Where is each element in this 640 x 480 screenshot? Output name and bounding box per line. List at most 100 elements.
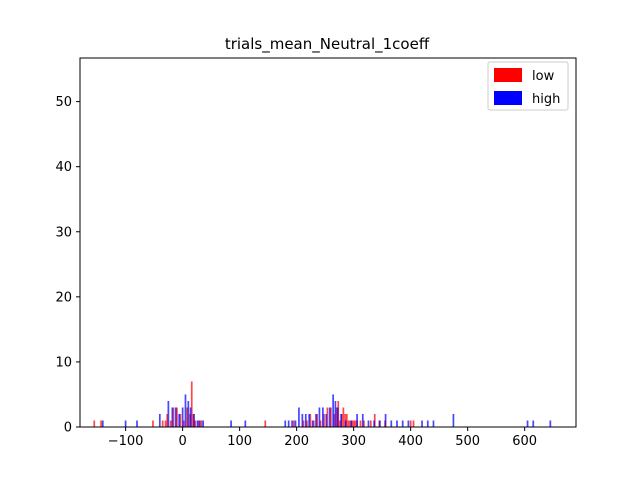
bar-high-13 (196, 420, 199, 427)
y-tick-label-4: 40 (55, 160, 72, 175)
legend-label-high: high (532, 92, 560, 107)
bar-high-19 (287, 420, 290, 427)
bar-high-9 (184, 394, 187, 427)
bar-low-38 (349, 420, 352, 427)
bar-high-16 (230, 420, 232, 427)
bar-low-11 (186, 407, 189, 427)
bar-high-48 (421, 420, 423, 427)
bar-high-14 (198, 420, 201, 427)
bar-low-28 (330, 407, 332, 427)
x-tick-label-2: 100 (227, 434, 252, 449)
y-tick-label-5: 50 (55, 95, 72, 110)
bar-high-46 (401, 420, 404, 427)
bar-low-3 (161, 420, 164, 427)
bar-high-21 (294, 420, 297, 427)
bar-high-25 (308, 413, 311, 427)
bar-low-13 (190, 381, 193, 427)
axes-layer: −100 0 100 200 300 400 500 600 0 10 20 30 40 50 (55, 57, 577, 449)
bar-high-38 (356, 413, 358, 427)
bar-low-40 (352, 420, 355, 427)
bar-low-21 (306, 420, 308, 427)
bar-low-41 (354, 420, 357, 427)
bar-high-51 (452, 413, 455, 427)
bar-low-0 (93, 420, 96, 427)
bar-high-44 (390, 420, 393, 427)
bar-high-0 (101, 420, 104, 427)
bar-high-45 (396, 420, 398, 427)
bar-high-12 (193, 413, 195, 427)
bar-high-11 (189, 407, 192, 427)
bar-high-52 (526, 420, 529, 427)
bar-low-26 (323, 413, 325, 427)
bar-low-4 (164, 420, 167, 427)
bar-low-45 (369, 420, 372, 427)
bar-low-20 (302, 420, 305, 427)
bar-low-23 (312, 420, 315, 427)
bar-high-28 (318, 407, 321, 427)
bar-high-18 (284, 420, 287, 427)
bar-high-24 (304, 413, 307, 427)
y-tick-label-1: 10 (55, 355, 72, 370)
bar-low-37 (347, 420, 350, 427)
bar-high-54 (549, 420, 552, 427)
bar-low-30 (335, 407, 338, 427)
bar-low-2 (152, 420, 154, 427)
bar-high-1 (124, 420, 127, 427)
bar-high-7 (178, 413, 181, 427)
bar-high-10 (187, 400, 190, 427)
legend-swatch-high (494, 91, 522, 105)
chart-title: trials_mean_Neutral_1coeff (225, 35, 430, 54)
bar-low-50 (412, 420, 415, 427)
bar-high-36 (344, 420, 347, 427)
bar-low-18 (264, 420, 267, 427)
bar-high-27 (315, 413, 317, 427)
bar-low-17 (200, 420, 203, 427)
bar-low-9 (179, 413, 182, 427)
bar-low-44 (363, 420, 365, 427)
bar-low-49 (409, 420, 412, 427)
bar-low-15 (194, 420, 197, 427)
x-tick-label-6: 500 (455, 434, 480, 449)
bar-high-32 (332, 394, 334, 427)
bar-low-27 (326, 407, 329, 427)
bar-high-26 (311, 420, 314, 427)
bar-low-7 (172, 407, 175, 427)
y-tick-label-2: 20 (55, 290, 72, 305)
bar-high-8 (181, 407, 184, 427)
bar-high-53 (532, 420, 535, 427)
bar-high-31 (328, 407, 331, 427)
plot-frame (79, 57, 577, 428)
x-tick-label-5: 400 (398, 434, 423, 449)
bar-high-29 (322, 407, 324, 427)
bar-high-35 (340, 413, 342, 427)
bar-high-43 (384, 413, 387, 427)
bar-high-3 (158, 413, 161, 427)
bar-high-47 (407, 420, 410, 427)
bar-low-25 (319, 420, 322, 427)
bar-low-10 (182, 420, 185, 427)
legend-label-low: low (532, 69, 555, 84)
bar-high-37 (350, 420, 353, 427)
bar-high-15 (202, 420, 204, 427)
x-tick-label-7: 600 (512, 434, 537, 449)
bar-high-4 (167, 400, 170, 427)
bar-low-5 (166, 413, 169, 427)
bar-high-50 (432, 420, 435, 427)
bar-low-19 (292, 420, 295, 427)
bar-low-36 (345, 413, 348, 427)
bar-low-34 (342, 407, 345, 427)
bar-low-6 (169, 420, 172, 427)
x-tick-label-1: 0 (178, 434, 186, 449)
x-tick-label-4: 300 (341, 434, 366, 449)
y-tick-label-0: 0 (64, 421, 72, 436)
bar-high-6 (174, 407, 177, 427)
bar-low-32 (339, 420, 341, 427)
bar-high-22 (298, 407, 300, 427)
x-tick-label-0: −100 (108, 434, 144, 449)
bar-low-29 (333, 413, 336, 427)
bar-low-1 (100, 420, 102, 427)
bar-low-22 (309, 413, 312, 427)
bar-high-30 (325, 413, 328, 427)
bars-layer (93, 381, 552, 427)
